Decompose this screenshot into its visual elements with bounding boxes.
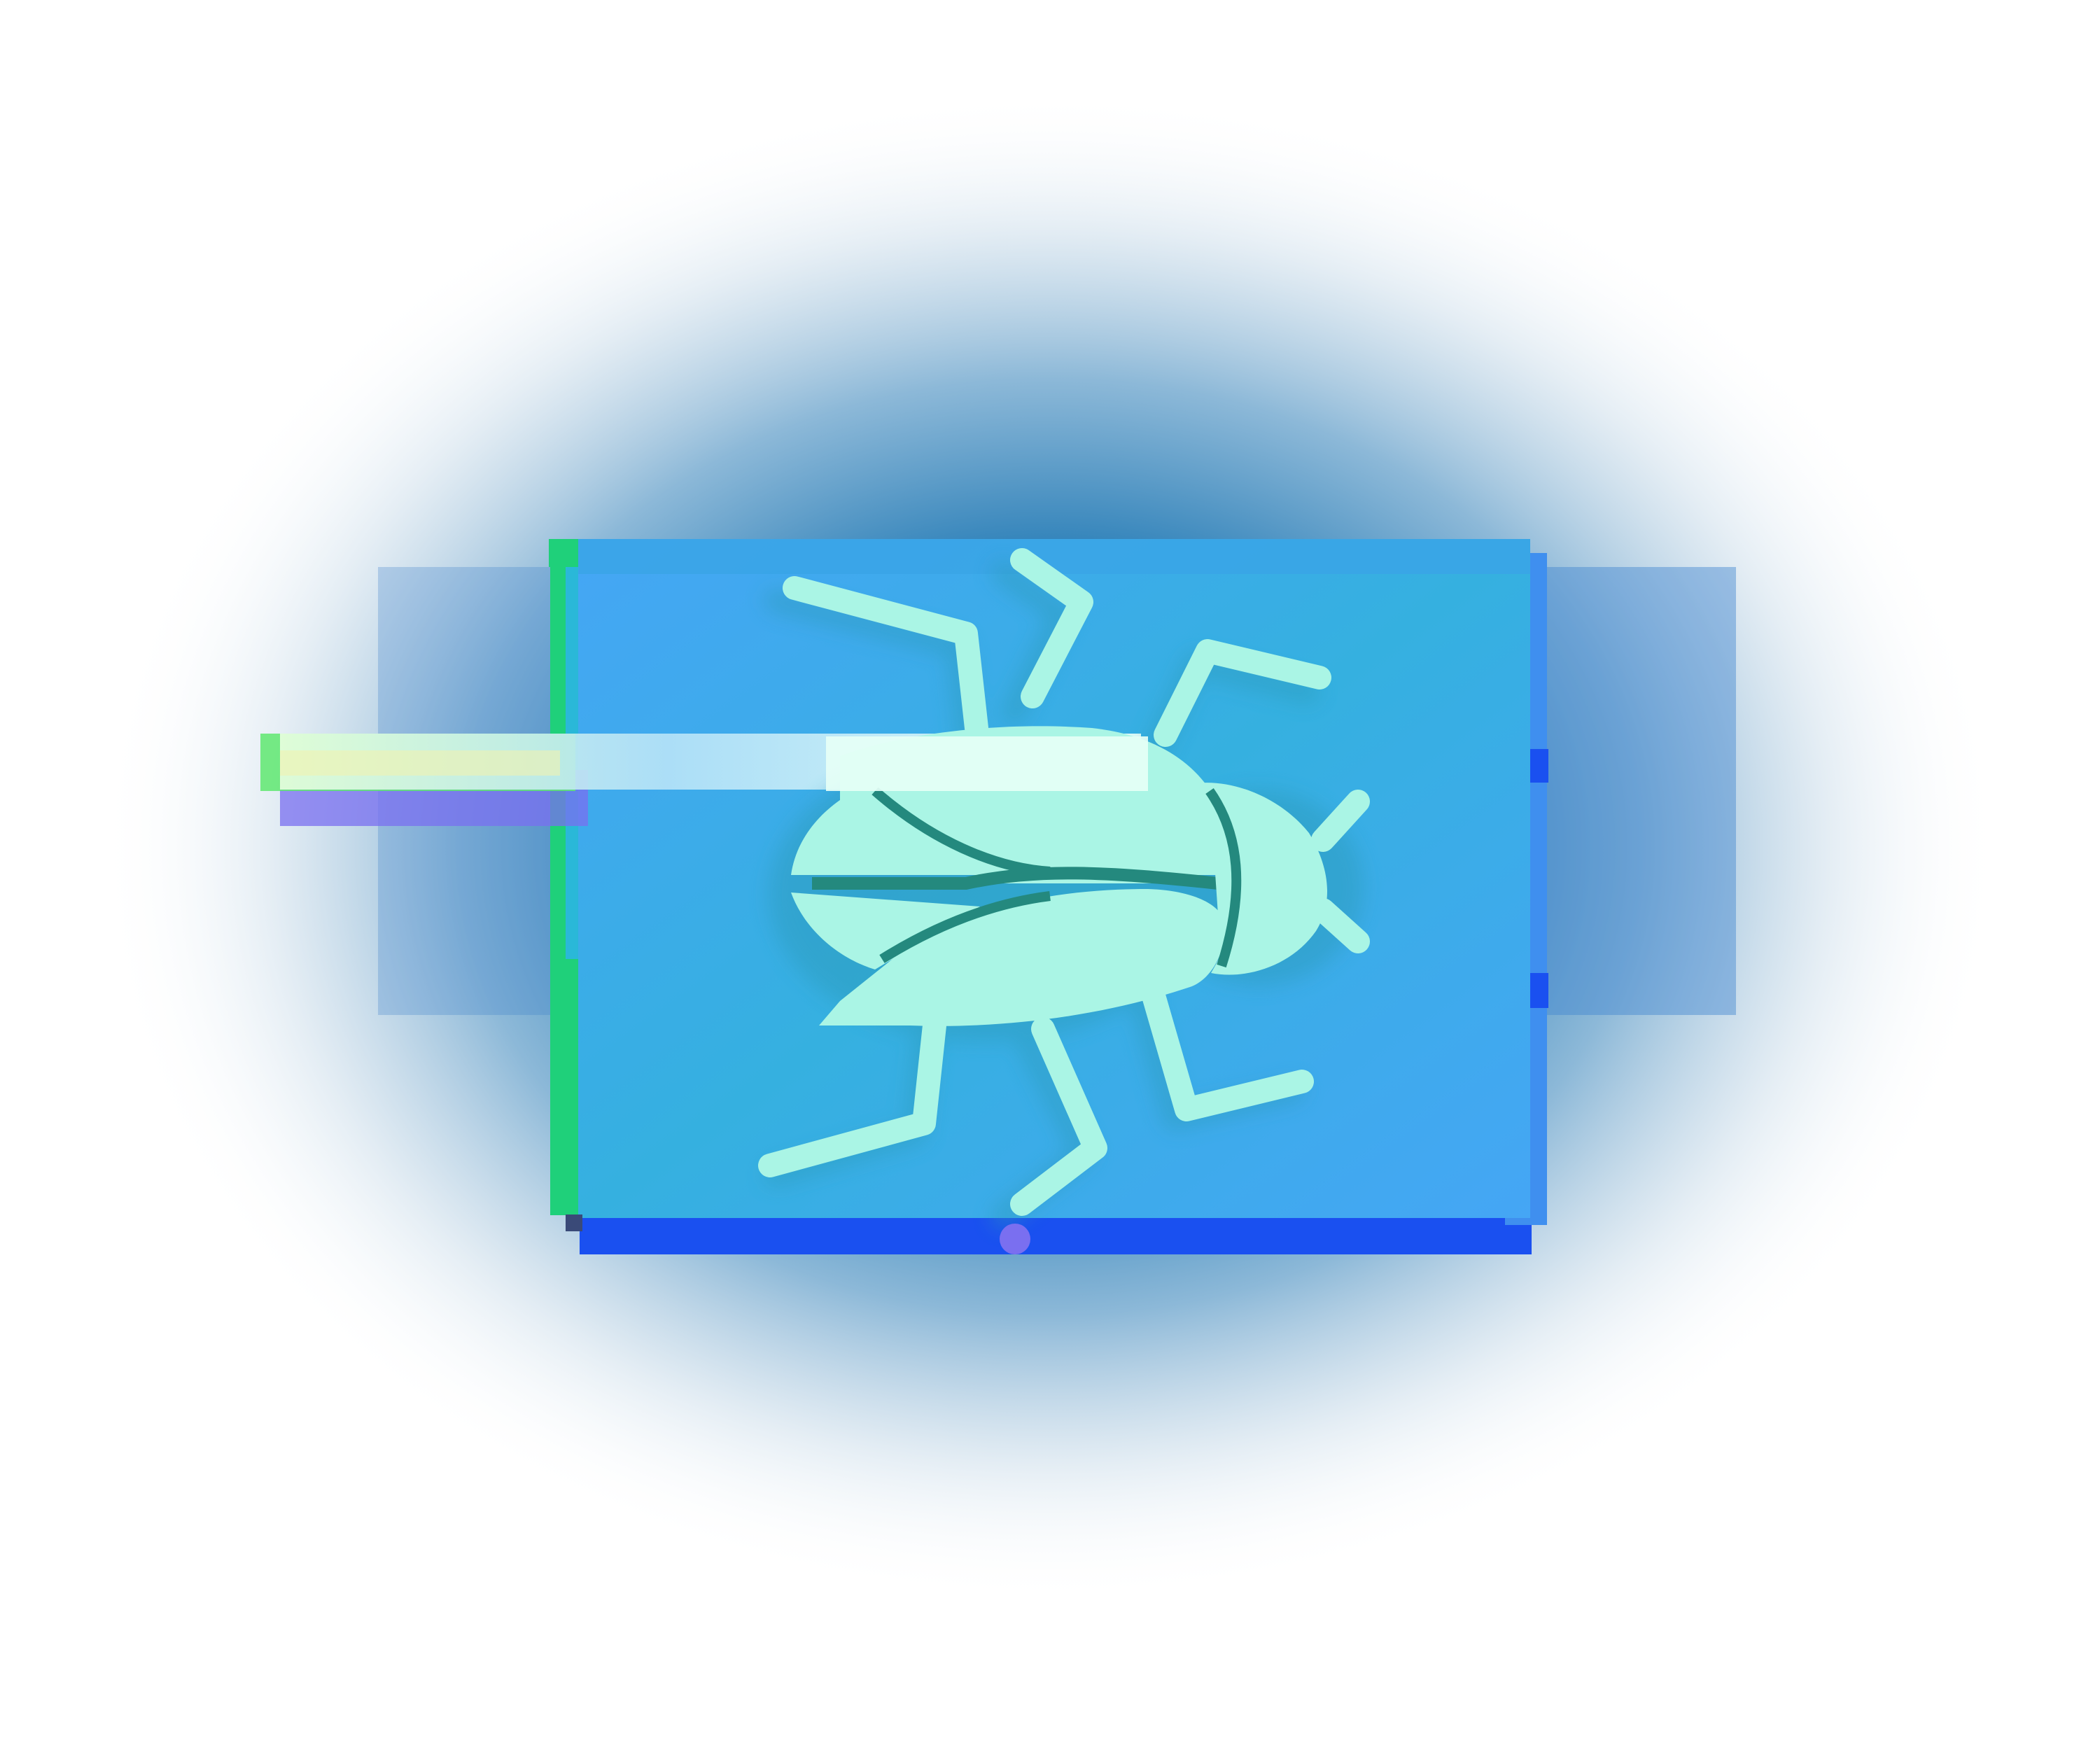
leg-front-left bbox=[783, 576, 988, 740]
tile-bottom-edge bbox=[580, 1218, 1532, 1254]
leg-mid-left bbox=[1010, 548, 1093, 708]
bug-seam-neck bbox=[1205, 788, 1242, 968]
glitch-slice bbox=[826, 736, 1148, 791]
glitch-dot-bottom bbox=[1000, 1224, 1030, 1254]
rear-lobe-upper bbox=[791, 777, 994, 875]
leg-back-right bbox=[1136, 965, 1314, 1121]
glitch-marker-top bbox=[549, 539, 578, 567]
antenna-top bbox=[1311, 790, 1370, 852]
rear-lobe-lower bbox=[791, 892, 980, 969]
bug-legs bbox=[758, 548, 1370, 1216]
wing-lower bbox=[819, 889, 1226, 1026]
bug-seam-wing bbox=[872, 787, 1051, 876]
leg-mid-right bbox=[1010, 1017, 1107, 1216]
leg-front-right bbox=[758, 1014, 946, 1177]
antenna-bottom bbox=[1311, 898, 1370, 953]
glitch-marker-bottom bbox=[566, 1214, 582, 1231]
bug-seam-center bbox=[812, 867, 1219, 890]
leg-back-left bbox=[1154, 639, 1331, 747]
glitch-bar-yellow bbox=[280, 750, 560, 776]
bug-seam-wing-lower bbox=[879, 891, 1051, 963]
